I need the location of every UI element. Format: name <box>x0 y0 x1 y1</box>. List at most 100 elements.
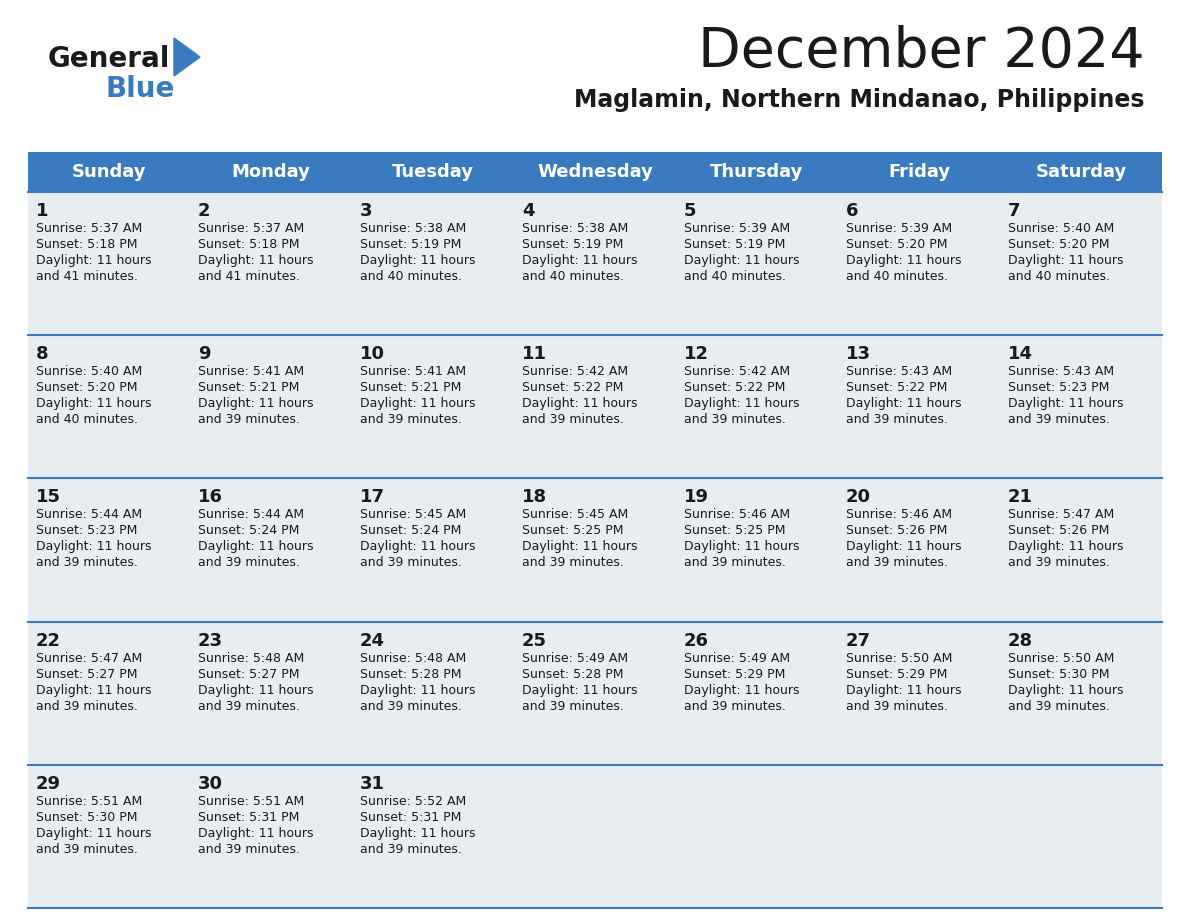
Bar <box>514 478 676 621</box>
Text: Sunset: 5:23 PM: Sunset: 5:23 PM <box>1007 381 1110 394</box>
Text: Sunrise: 5:46 AM: Sunrise: 5:46 AM <box>846 509 952 521</box>
Text: Sunrise: 5:41 AM: Sunrise: 5:41 AM <box>198 365 304 378</box>
Bar <box>29 192 190 335</box>
Text: Daylight: 11 hours: Daylight: 11 hours <box>522 397 638 410</box>
Text: Sunset: 5:27 PM: Sunset: 5:27 PM <box>36 667 138 680</box>
Text: and 39 minutes.: and 39 minutes. <box>198 700 299 712</box>
Text: and 39 minutes.: and 39 minutes. <box>522 556 624 569</box>
Text: Sunrise: 5:42 AM: Sunrise: 5:42 AM <box>684 365 790 378</box>
Text: Daylight: 11 hours: Daylight: 11 hours <box>198 827 314 840</box>
Bar <box>1000 335 1162 478</box>
Text: Sunrise: 5:43 AM: Sunrise: 5:43 AM <box>1007 365 1114 378</box>
Text: Sunset: 5:27 PM: Sunset: 5:27 PM <box>198 667 299 680</box>
Text: Daylight: 11 hours: Daylight: 11 hours <box>1007 541 1124 554</box>
Text: Sunrise: 5:48 AM: Sunrise: 5:48 AM <box>360 652 466 665</box>
Text: 4: 4 <box>522 202 535 220</box>
Text: Sunset: 5:19 PM: Sunset: 5:19 PM <box>684 238 785 251</box>
Bar <box>352 621 514 765</box>
Text: and 39 minutes.: and 39 minutes. <box>360 556 462 569</box>
Text: and 40 minutes.: and 40 minutes. <box>1007 270 1110 283</box>
Text: Sunset: 5:18 PM: Sunset: 5:18 PM <box>198 238 299 251</box>
Text: Daylight: 11 hours: Daylight: 11 hours <box>522 541 638 554</box>
Text: Daylight: 11 hours: Daylight: 11 hours <box>36 397 152 410</box>
Text: Daylight: 11 hours: Daylight: 11 hours <box>684 684 800 697</box>
Bar <box>676 478 838 621</box>
Text: 8: 8 <box>36 345 49 364</box>
Bar <box>676 335 838 478</box>
Bar <box>838 765 1000 908</box>
Text: 7: 7 <box>1007 202 1020 220</box>
Text: Sunset: 5:26 PM: Sunset: 5:26 PM <box>846 524 947 537</box>
Text: Sunset: 5:21 PM: Sunset: 5:21 PM <box>360 381 461 394</box>
Text: Sunrise: 5:38 AM: Sunrise: 5:38 AM <box>360 222 466 235</box>
Text: Sunrise: 5:39 AM: Sunrise: 5:39 AM <box>684 222 790 235</box>
Text: Sunset: 5:21 PM: Sunset: 5:21 PM <box>198 381 299 394</box>
Text: Daylight: 11 hours: Daylight: 11 hours <box>360 684 475 697</box>
Text: Sunday: Sunday <box>71 163 146 181</box>
Text: 25: 25 <box>522 632 546 650</box>
Text: and 40 minutes.: and 40 minutes. <box>846 270 948 283</box>
Text: and 39 minutes.: and 39 minutes. <box>522 700 624 712</box>
Text: 2: 2 <box>198 202 210 220</box>
Bar <box>190 335 352 478</box>
Text: 28: 28 <box>1007 632 1034 650</box>
Text: Sunrise: 5:50 AM: Sunrise: 5:50 AM <box>846 652 953 665</box>
Bar <box>676 765 838 908</box>
Text: 21: 21 <box>1007 488 1034 507</box>
Text: 27: 27 <box>846 632 871 650</box>
Bar <box>29 152 1162 192</box>
Text: Sunrise: 5:39 AM: Sunrise: 5:39 AM <box>846 222 952 235</box>
Text: Sunrise: 5:46 AM: Sunrise: 5:46 AM <box>684 509 790 521</box>
Bar <box>190 478 352 621</box>
Text: Sunset: 5:22 PM: Sunset: 5:22 PM <box>846 381 947 394</box>
Text: and 39 minutes.: and 39 minutes. <box>684 700 786 712</box>
Text: 31: 31 <box>360 775 385 793</box>
Text: Daylight: 11 hours: Daylight: 11 hours <box>846 254 961 267</box>
Text: Daylight: 11 hours: Daylight: 11 hours <box>522 254 638 267</box>
Text: Sunrise: 5:50 AM: Sunrise: 5:50 AM <box>1007 652 1114 665</box>
Text: Daylight: 11 hours: Daylight: 11 hours <box>198 684 314 697</box>
Text: Wednesday: Wednesday <box>537 163 653 181</box>
Bar <box>190 192 352 335</box>
Text: Sunrise: 5:41 AM: Sunrise: 5:41 AM <box>360 365 466 378</box>
Text: Daylight: 11 hours: Daylight: 11 hours <box>360 827 475 840</box>
Text: Sunrise: 5:44 AM: Sunrise: 5:44 AM <box>36 509 143 521</box>
Text: Daylight: 11 hours: Daylight: 11 hours <box>198 541 314 554</box>
Text: and 40 minutes.: and 40 minutes. <box>360 270 462 283</box>
Text: 22: 22 <box>36 632 61 650</box>
Text: Blue: Blue <box>105 75 175 103</box>
Text: Friday: Friday <box>887 163 950 181</box>
Text: Sunrise: 5:40 AM: Sunrise: 5:40 AM <box>1007 222 1114 235</box>
Text: Daylight: 11 hours: Daylight: 11 hours <box>36 684 152 697</box>
Text: Sunrise: 5:45 AM: Sunrise: 5:45 AM <box>360 509 466 521</box>
Bar <box>1000 478 1162 621</box>
Bar <box>838 192 1000 335</box>
Bar <box>352 335 514 478</box>
Text: 15: 15 <box>36 488 61 507</box>
Bar <box>838 621 1000 765</box>
Text: Sunrise: 5:52 AM: Sunrise: 5:52 AM <box>360 795 466 808</box>
Text: Daylight: 11 hours: Daylight: 11 hours <box>684 254 800 267</box>
Text: Sunrise: 5:42 AM: Sunrise: 5:42 AM <box>522 365 628 378</box>
Bar <box>1000 621 1162 765</box>
Text: Sunset: 5:19 PM: Sunset: 5:19 PM <box>522 238 624 251</box>
Text: Tuesday: Tuesday <box>392 163 474 181</box>
Text: Sunset: 5:28 PM: Sunset: 5:28 PM <box>522 667 624 680</box>
Text: Daylight: 11 hours: Daylight: 11 hours <box>36 541 152 554</box>
Bar <box>29 478 190 621</box>
Text: Daylight: 11 hours: Daylight: 11 hours <box>198 397 314 410</box>
Text: Sunrise: 5:47 AM: Sunrise: 5:47 AM <box>1007 509 1114 521</box>
Text: Sunset: 5:23 PM: Sunset: 5:23 PM <box>36 524 138 537</box>
Text: Sunrise: 5:47 AM: Sunrise: 5:47 AM <box>36 652 143 665</box>
Bar <box>1000 765 1162 908</box>
Text: and 39 minutes.: and 39 minutes. <box>360 843 462 856</box>
Text: and 39 minutes.: and 39 minutes. <box>36 556 138 569</box>
Text: and 41 minutes.: and 41 minutes. <box>36 270 138 283</box>
Bar <box>676 621 838 765</box>
Text: and 39 minutes.: and 39 minutes. <box>36 700 138 712</box>
Text: Sunrise: 5:38 AM: Sunrise: 5:38 AM <box>522 222 628 235</box>
Text: Daylight: 11 hours: Daylight: 11 hours <box>360 541 475 554</box>
Bar <box>514 765 676 908</box>
Text: Sunset: 5:20 PM: Sunset: 5:20 PM <box>1007 238 1110 251</box>
Text: Daylight: 11 hours: Daylight: 11 hours <box>846 397 961 410</box>
